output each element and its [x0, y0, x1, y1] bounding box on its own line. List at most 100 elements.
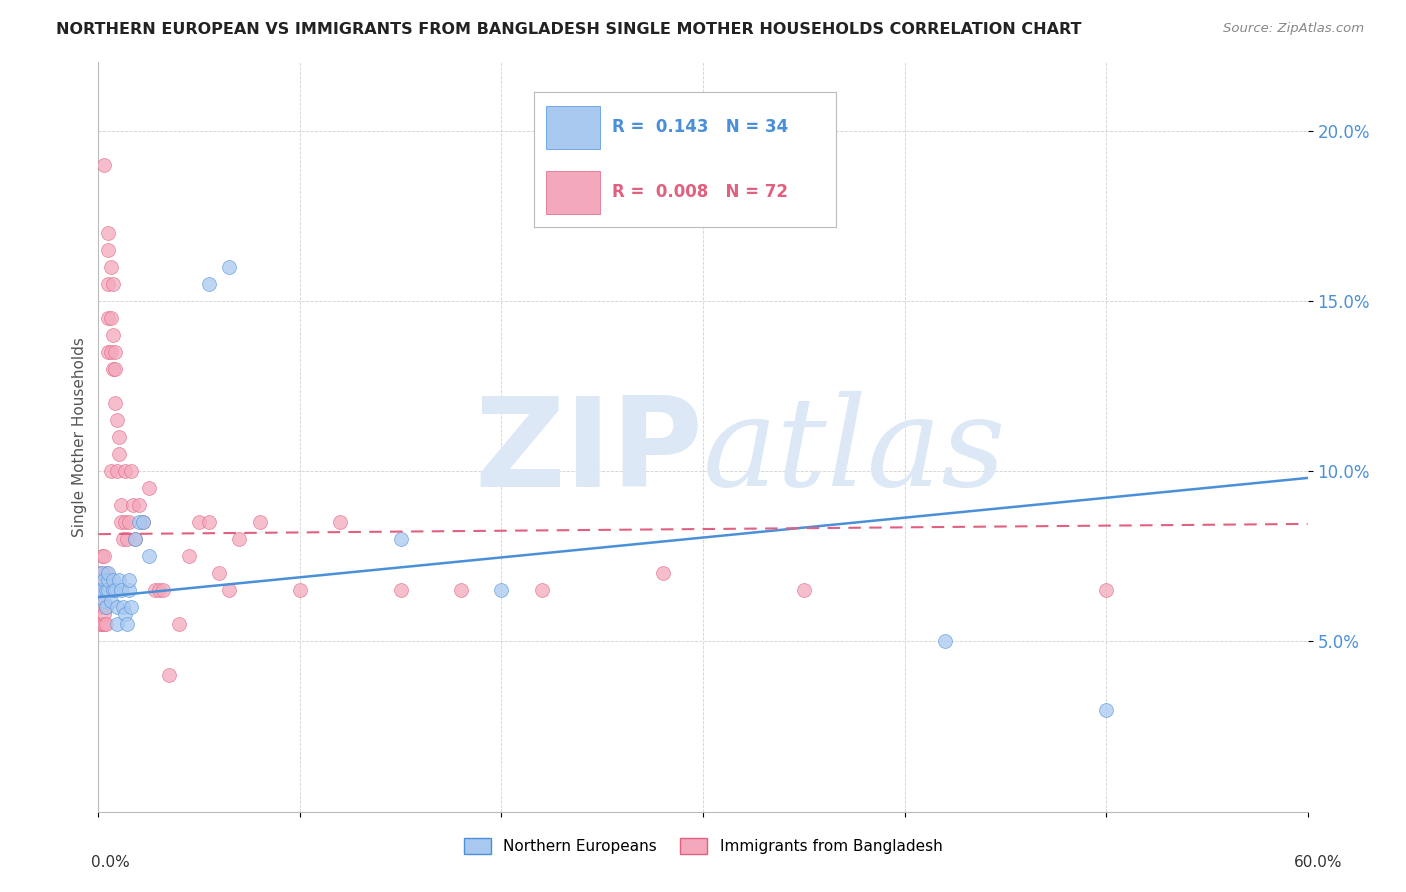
Point — [110, 498, 132, 512]
Point — [530, 583, 553, 598]
Point — [97, 226, 120, 240]
Point — [93, 573, 115, 587]
Point — [114, 515, 136, 529]
Point — [288, 583, 311, 598]
Text: atlas: atlas — [703, 392, 1007, 513]
Point — [198, 277, 221, 291]
Point — [114, 464, 136, 478]
Point — [91, 590, 114, 604]
Point — [97, 583, 120, 598]
Point — [157, 668, 180, 682]
Point — [1095, 702, 1118, 716]
Point — [491, 583, 513, 598]
Point — [103, 583, 125, 598]
Point — [100, 464, 122, 478]
Point — [96, 583, 118, 598]
Point — [167, 617, 190, 632]
Point — [105, 464, 128, 478]
Point — [115, 533, 138, 547]
Point — [93, 593, 115, 607]
Point — [120, 600, 142, 615]
Point — [218, 260, 240, 274]
Point — [97, 243, 120, 257]
Point — [97, 573, 120, 587]
Point — [100, 345, 122, 359]
Point — [115, 617, 138, 632]
Point — [249, 515, 271, 529]
Point — [103, 345, 125, 359]
Point — [105, 600, 128, 615]
Point — [97, 310, 120, 325]
Point — [91, 583, 114, 598]
Text: ZIP: ZIP — [474, 392, 703, 513]
Point — [96, 600, 118, 615]
Point — [228, 533, 250, 547]
Point — [143, 583, 166, 598]
Point — [103, 362, 125, 376]
Point — [93, 617, 115, 632]
Text: Source: ZipAtlas.com: Source: ZipAtlas.com — [1223, 22, 1364, 36]
Point — [110, 583, 132, 598]
Text: 60.0%: 60.0% — [1295, 855, 1343, 870]
Point — [179, 549, 201, 564]
Point — [91, 617, 114, 632]
Point — [152, 583, 174, 598]
Point — [107, 447, 129, 461]
Point — [91, 566, 114, 581]
Point — [124, 533, 146, 547]
Point — [89, 583, 111, 598]
Point — [97, 277, 120, 291]
Text: 0.0%: 0.0% — [91, 855, 131, 870]
Point — [651, 566, 673, 581]
Point — [91, 549, 114, 564]
Legend: Northern Europeans, Immigrants from Bangladesh: Northern Europeans, Immigrants from Bang… — [457, 832, 949, 860]
Point — [101, 277, 124, 291]
Point — [100, 593, 122, 607]
Point — [132, 515, 155, 529]
Point — [96, 617, 118, 632]
Point — [93, 607, 115, 622]
Point — [89, 583, 111, 598]
Point — [96, 600, 118, 615]
Point — [450, 583, 472, 598]
Point — [89, 583, 111, 598]
Point — [118, 583, 141, 598]
Point — [1095, 583, 1118, 598]
Point — [103, 396, 125, 410]
Point — [389, 533, 412, 547]
Point — [111, 533, 134, 547]
Point — [198, 515, 221, 529]
Point — [120, 464, 142, 478]
Text: NORTHERN EUROPEAN VS IMMIGRANTS FROM BANGLADESH SINGLE MOTHER HOUSEHOLDS CORRELA: NORTHERN EUROPEAN VS IMMIGRANTS FROM BAN… — [56, 22, 1081, 37]
Point — [132, 515, 155, 529]
Point — [101, 327, 124, 342]
Point — [93, 158, 115, 172]
Point — [100, 260, 122, 274]
Point — [138, 549, 160, 564]
Point — [118, 515, 141, 529]
Point — [96, 583, 118, 598]
Point — [96, 566, 118, 581]
Point — [188, 515, 211, 529]
Point — [100, 310, 122, 325]
Point — [91, 583, 114, 598]
Point — [105, 617, 128, 632]
Point — [89, 600, 111, 615]
Point — [148, 583, 170, 598]
Point — [101, 583, 124, 598]
Point — [91, 573, 114, 587]
Point — [101, 573, 124, 587]
Point — [121, 498, 143, 512]
Point — [389, 583, 412, 598]
Point — [110, 515, 132, 529]
Point — [107, 573, 129, 587]
Point — [105, 413, 128, 427]
Point — [218, 583, 240, 598]
Point — [118, 573, 141, 587]
Point — [111, 600, 134, 615]
Point — [101, 362, 124, 376]
Point — [89, 566, 111, 581]
Point — [93, 549, 115, 564]
Y-axis label: Single Mother Households: Single Mother Households — [72, 337, 87, 537]
Point — [329, 515, 352, 529]
